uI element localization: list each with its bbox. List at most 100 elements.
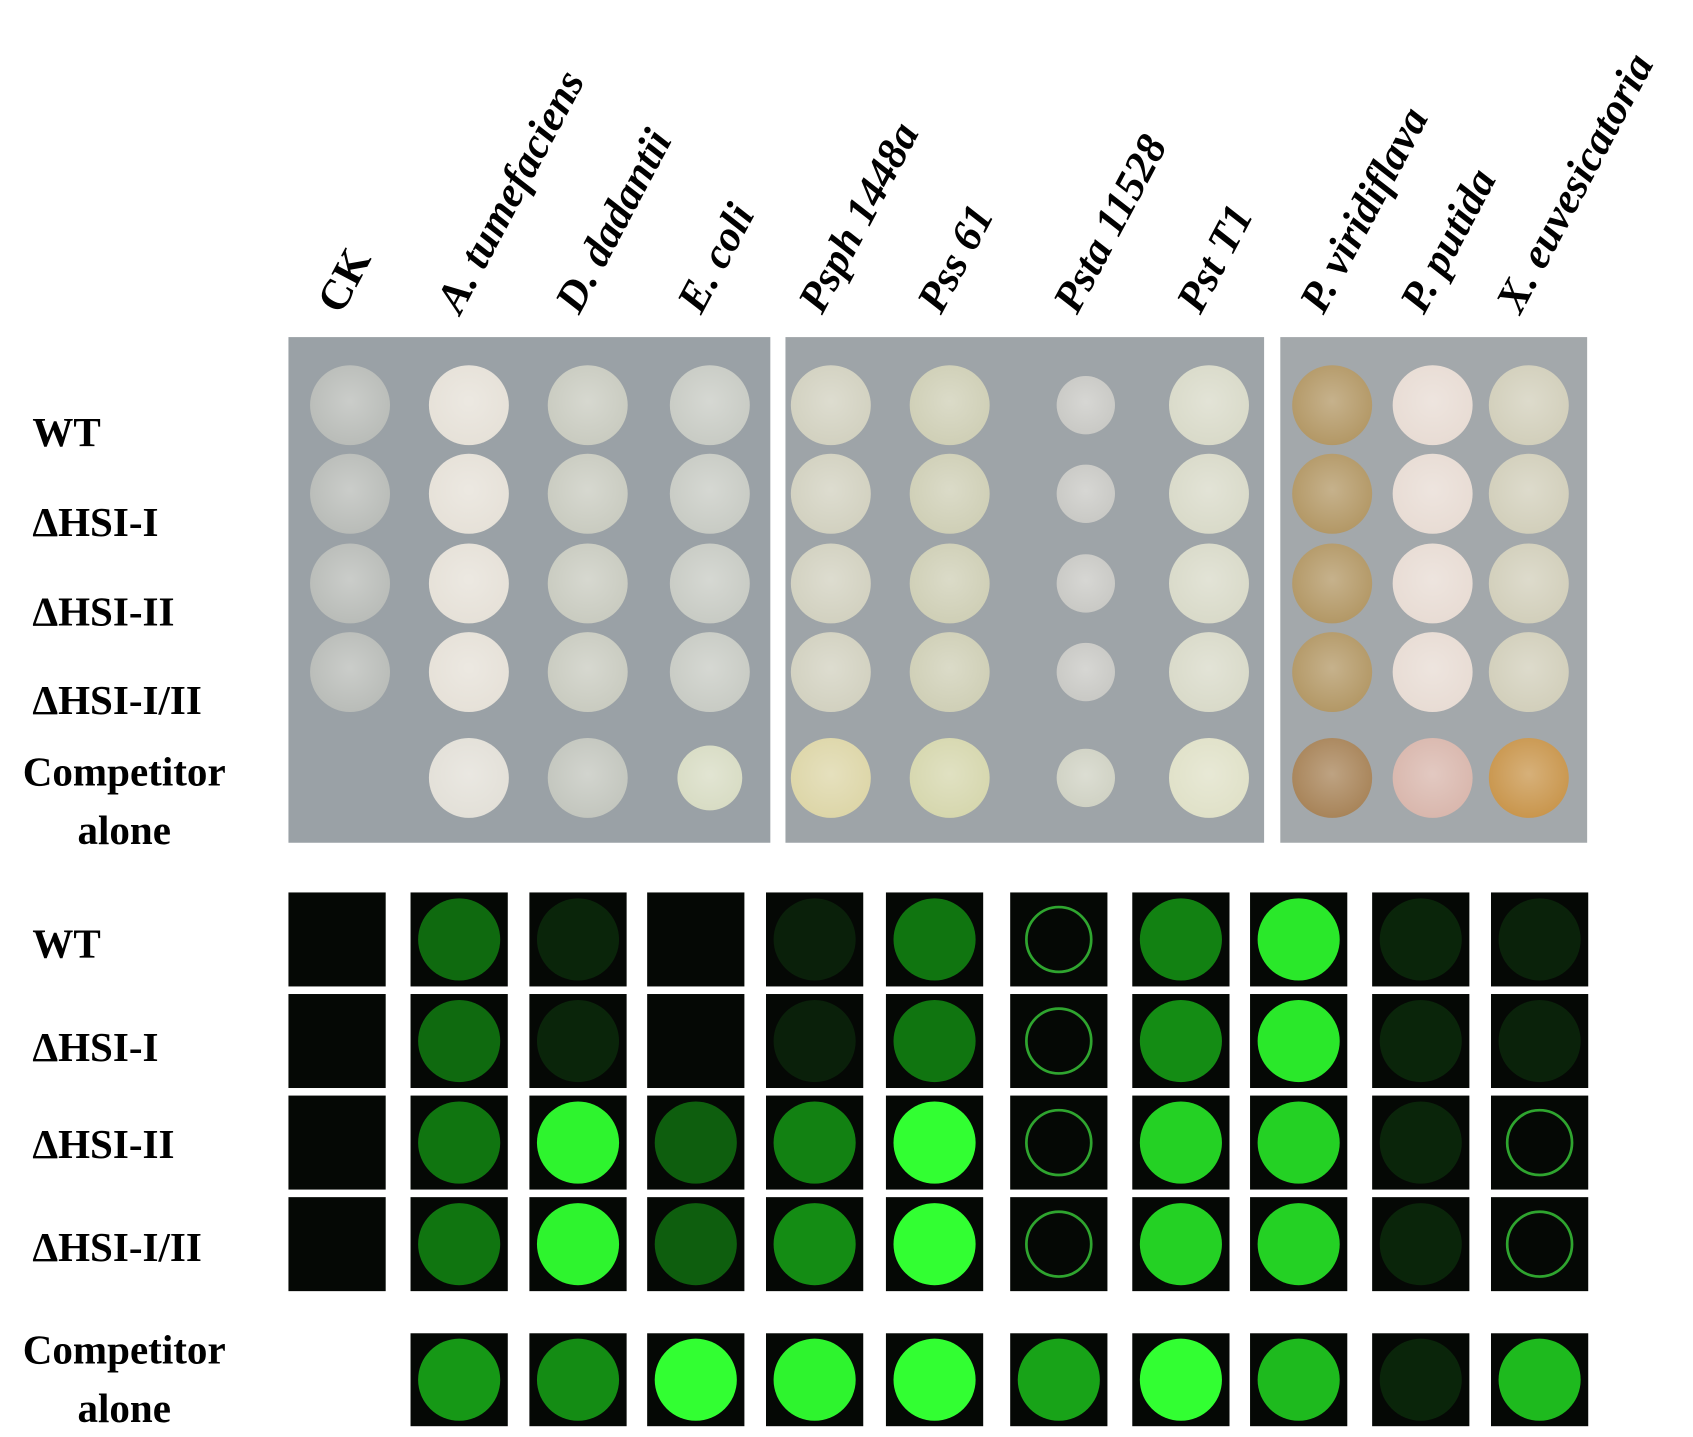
row-label: alone bbox=[77, 807, 171, 853]
fluorescent-colony bbox=[1498, 999, 1581, 1083]
colony-shine bbox=[547, 365, 628, 446]
colony-ring bbox=[1025, 905, 1093, 974]
colony-shine bbox=[1169, 632, 1249, 713]
fluorescent-colony bbox=[1017, 1338, 1100, 1421]
colony-shine bbox=[1292, 632, 1373, 713]
column-label: CK bbox=[308, 240, 381, 320]
colony-shine bbox=[547, 632, 628, 713]
fluorescent-colony bbox=[418, 898, 501, 981]
colony-shine bbox=[310, 632, 391, 713]
fluorescent-colony bbox=[893, 1203, 976, 1286]
colony-shine bbox=[677, 745, 743, 811]
fluorescence-panel bbox=[647, 892, 745, 987]
colony-shine bbox=[669, 632, 750, 713]
fluorescent-colony bbox=[1257, 999, 1340, 1083]
colony-shine bbox=[547, 543, 628, 624]
colony-shine bbox=[1488, 632, 1569, 713]
colony-shine bbox=[1169, 365, 1249, 446]
fluorescent-colony bbox=[773, 898, 856, 981]
fluorescent-colony bbox=[654, 1101, 737, 1184]
colony-shine bbox=[790, 543, 871, 624]
fluorescent-colony bbox=[418, 999, 501, 1083]
fluorescent-colony bbox=[1257, 1101, 1340, 1184]
fluorescent-colony bbox=[773, 999, 856, 1083]
colony-shine bbox=[1056, 464, 1115, 523]
colony-ring bbox=[1025, 1007, 1093, 1075]
fluorescent-colony bbox=[1257, 898, 1340, 981]
column-label: E. coli bbox=[667, 196, 764, 321]
fluorescent-colony bbox=[893, 999, 976, 1083]
colony-shine bbox=[1292, 737, 1373, 818]
row-label: ΔHSI-I bbox=[32, 499, 158, 545]
fluorescence-panel bbox=[288, 1095, 386, 1190]
colony-ring bbox=[1505, 1210, 1574, 1278]
colony-shine bbox=[1169, 543, 1249, 624]
row-label: ΔHSI-II bbox=[32, 589, 174, 635]
fluorescent-colony bbox=[1257, 1203, 1340, 1286]
row-label: alone bbox=[77, 1385, 171, 1431]
column-label: X. euvesicatoria bbox=[1486, 45, 1663, 321]
colony-shine bbox=[909, 737, 990, 818]
colony-shine bbox=[1292, 543, 1373, 624]
fluorescent-colony bbox=[654, 1203, 737, 1286]
column-label: Psta 11528 bbox=[1043, 127, 1177, 321]
fluorescent-colony bbox=[536, 999, 620, 1083]
fluorescent-colony bbox=[536, 1203, 620, 1286]
row-label: WT bbox=[32, 920, 100, 966]
fluorescent-colony bbox=[418, 1203, 501, 1286]
colony-shine bbox=[790, 737, 871, 818]
column-label: Pss 61 bbox=[907, 197, 1003, 321]
colony-shine bbox=[790, 365, 871, 446]
fluorescent-colony bbox=[773, 1203, 856, 1286]
fluorescence-panel bbox=[288, 892, 386, 987]
colony-shine bbox=[1292, 453, 1373, 534]
colony-shine bbox=[428, 365, 509, 446]
colony-shine bbox=[428, 543, 509, 624]
fluorescent-colony bbox=[1379, 1101, 1462, 1184]
colony-shine bbox=[1392, 737, 1473, 818]
colony-shine bbox=[1488, 543, 1569, 624]
colony-shine bbox=[909, 543, 990, 624]
colony-shine bbox=[428, 453, 509, 534]
column-label: Pst T1 bbox=[1166, 197, 1262, 321]
colony-shine bbox=[909, 365, 990, 446]
colony-shine bbox=[669, 453, 750, 534]
colony-shine bbox=[547, 737, 628, 818]
fluorescent-colony bbox=[1139, 898, 1222, 981]
row-label: ΔHSI-I/II bbox=[32, 1224, 201, 1270]
colony-shine bbox=[1488, 365, 1569, 446]
fluorescent-colony bbox=[536, 1338, 620, 1421]
colony-shine bbox=[310, 365, 391, 446]
fluorescence-panel bbox=[647, 994, 745, 1089]
colony-shine bbox=[1392, 453, 1473, 534]
colony-shine bbox=[1169, 453, 1249, 534]
colony-shine bbox=[310, 543, 391, 624]
colony-shine bbox=[790, 632, 871, 713]
colony-ring bbox=[1025, 1210, 1093, 1278]
fluorescent-colony bbox=[1498, 898, 1581, 981]
fluorescent-colony bbox=[536, 1101, 620, 1184]
column-label: Psph 1448a bbox=[788, 114, 928, 321]
colony-shine bbox=[428, 632, 509, 713]
row-label: Competitor bbox=[23, 748, 226, 794]
colony-shine bbox=[1056, 375, 1115, 435]
colony-shine bbox=[428, 737, 509, 818]
row-label: Competitor bbox=[23, 1327, 226, 1373]
plate-panels bbox=[288, 337, 1588, 843]
fluorescent-colony bbox=[1379, 1203, 1462, 1286]
fluorescent-colony bbox=[1379, 898, 1462, 981]
column-label: D. dadantii bbox=[545, 122, 681, 321]
fluorescent-colony bbox=[893, 1338, 976, 1421]
colony-ring bbox=[1505, 1108, 1574, 1177]
fluorescent-colony bbox=[1139, 1203, 1222, 1286]
row-label: ΔHSI-I bbox=[32, 1024, 158, 1070]
colony-ring bbox=[1025, 1108, 1093, 1177]
row-label: ΔHSI-I/II bbox=[32, 677, 201, 723]
colony-shine bbox=[1056, 554, 1115, 613]
fluorescent-colony bbox=[418, 1101, 501, 1184]
colony-shine bbox=[1392, 632, 1473, 713]
fluorescent-colony bbox=[1139, 999, 1222, 1083]
fluorescent-colony bbox=[773, 1338, 856, 1421]
fluorescent-colony bbox=[418, 1338, 501, 1421]
colony-shine bbox=[1169, 737, 1249, 818]
